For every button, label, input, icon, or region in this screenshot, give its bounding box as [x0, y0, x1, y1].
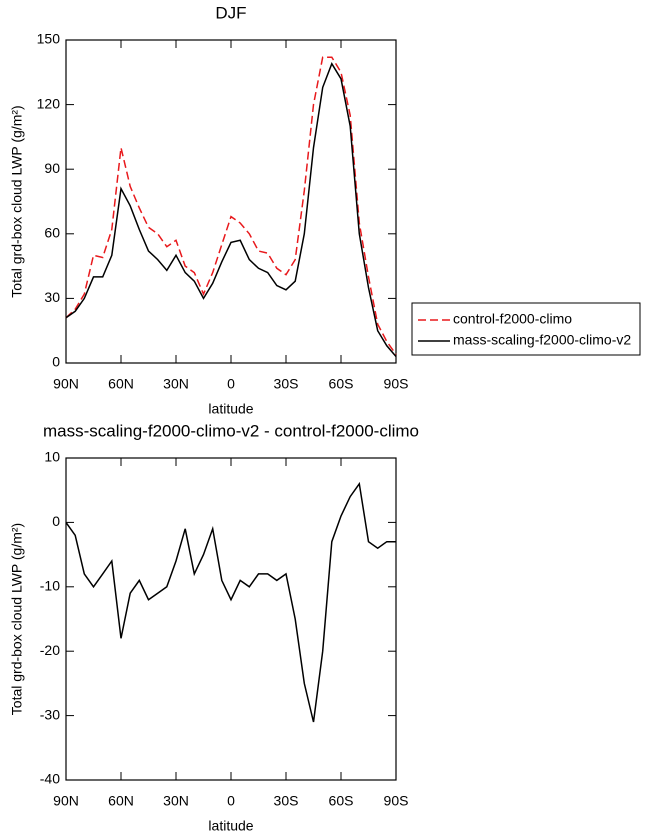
y-tick-label: -10 [40, 578, 60, 594]
y-tick-label: -20 [40, 642, 60, 658]
x-tick-label: 90N [53, 376, 79, 392]
x-tick-label: 30N [163, 793, 189, 809]
y-tick-label: 90 [44, 160, 60, 176]
y-tick-label: -30 [40, 706, 60, 722]
data-line [65, 481, 396, 723]
y-axis-label: Total grd-box cloud LWP (g/m²) [9, 105, 25, 297]
y-tick-label: 120 [37, 95, 61, 111]
x-tick-label: 60N [108, 793, 134, 809]
x-tick-label: 30S [274, 376, 299, 392]
chart-title: mass-scaling-f2000-climo-v2 - control-f2… [43, 421, 419, 440]
data-line [65, 62, 397, 357]
legend-label: mass-scaling-f2000-climo-v2 [453, 332, 631, 348]
y-tick-label: 0 [52, 513, 60, 529]
x-tick-label: 90N [53, 793, 79, 809]
legend-box [411, 302, 641, 356]
y-tick-label: -40 [40, 771, 60, 787]
y-tick-label: 150 [37, 31, 61, 47]
x-axis-label: latitude [208, 818, 253, 834]
x-axis-label: latitude [208, 401, 253, 417]
y-axis-label: Total grd-box cloud LWP (g/m²) [9, 523, 25, 715]
legend-label: control-f2000-climo [453, 311, 572, 327]
x-tick-label: 60S [329, 793, 354, 809]
x-tick-label: 30S [274, 793, 299, 809]
x-tick-label: 60S [329, 376, 354, 392]
x-tick-label: 30N [163, 376, 189, 392]
x-tick-label: 60N [108, 376, 134, 392]
x-tick-label: 90S [384, 376, 409, 392]
plot-frame [65, 457, 397, 781]
plot-frame [65, 39, 397, 364]
y-tick-label: 30 [44, 289, 60, 305]
y-tick-label: 10 [44, 449, 60, 465]
y-tick-label: 0 [52, 354, 60, 370]
data-line [65, 56, 397, 355]
y-tick-label: 60 [44, 225, 60, 241]
x-tick-label: 0 [227, 376, 235, 392]
x-tick-label: 90S [384, 793, 409, 809]
x-tick-label: 0 [227, 793, 235, 809]
chart-title: DJF [215, 3, 246, 22]
